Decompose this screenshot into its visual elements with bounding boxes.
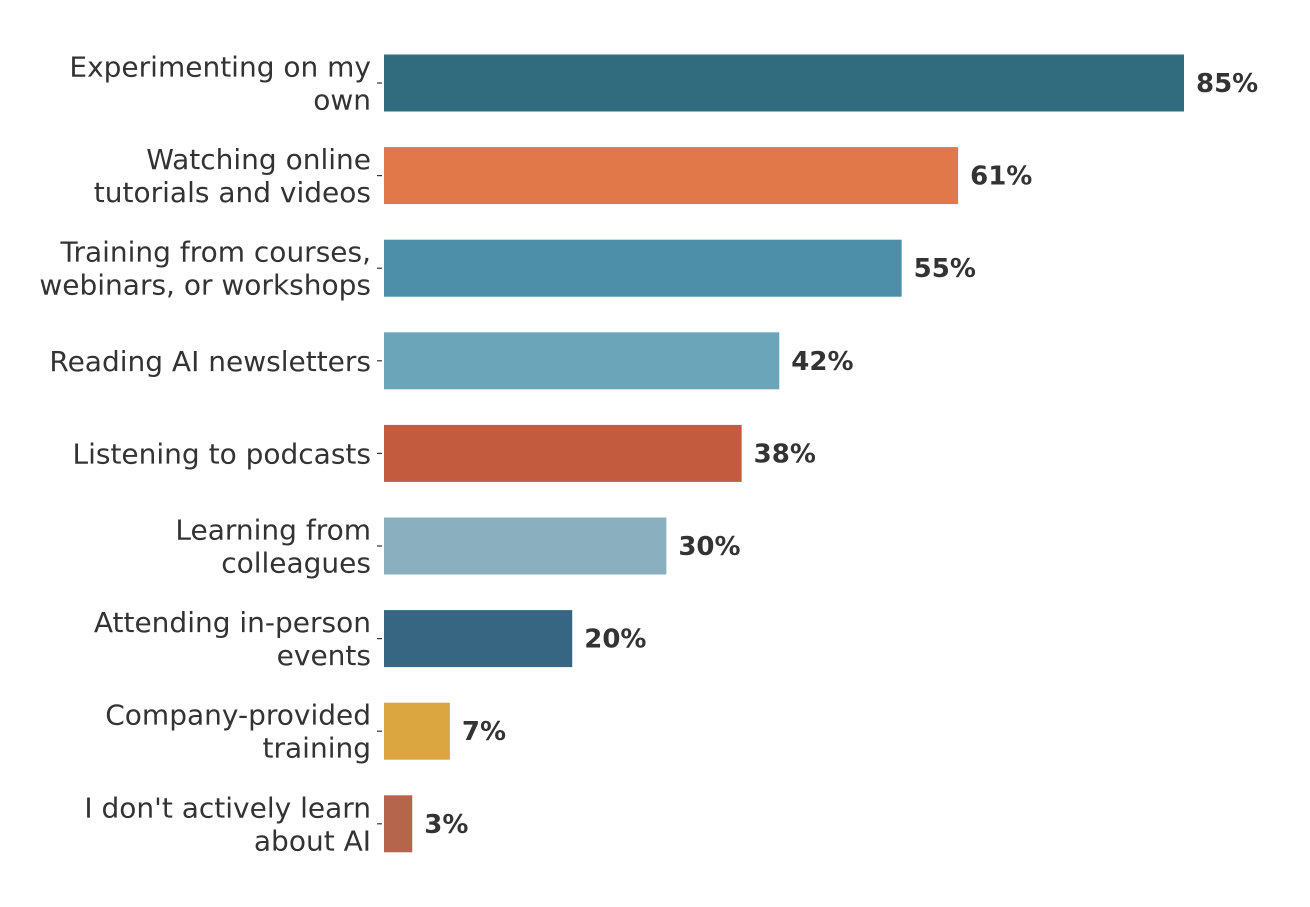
- data-label: 38%: [754, 439, 816, 469]
- y-tick-label-line: Listening to podcasts: [72, 437, 371, 470]
- data-label: 85%: [1196, 69, 1258, 99]
- y-tick-label: Training from courses, webinars, or works…: [39, 236, 371, 302]
- y-tick-label-line: Watching online: [146, 143, 371, 176]
- y-tick-label: Reading AI newsletters: [49, 345, 371, 378]
- bar: [384, 239, 902, 297]
- bar: [384, 424, 742, 482]
- bar: [384, 147, 959, 205]
- y-tick-label-line: Learning from: [175, 514, 371, 547]
- y-tick-label: Learning from colleagues: [175, 514, 371, 580]
- y-tick-label-line: Company-provided: [105, 699, 371, 732]
- bar: [384, 702, 450, 760]
- y-tick-label-line: about AI: [254, 824, 371, 857]
- data-label: 61%: [970, 162, 1032, 192]
- y-tick-label: Experimenting on my own: [69, 51, 371, 117]
- data-label: 42%: [791, 347, 853, 377]
- bar: [384, 610, 573, 668]
- y-tick-label: Watching online tutorials and videos: [94, 143, 371, 209]
- bar: [384, 795, 413, 853]
- y-tick-label-line: Reading AI newsletters: [49, 345, 371, 378]
- y-tick-label-line: training: [263, 732, 371, 765]
- y-tick-label: Company-provided training: [105, 699, 371, 765]
- bar: [384, 517, 667, 575]
- y-tick-label: I don't actively learn about AI: [84, 791, 371, 857]
- y-tick-label-line: tutorials and videos: [94, 176, 371, 209]
- data-label: 20%: [584, 625, 646, 655]
- y-tick-label-line: colleagues: [221, 547, 371, 580]
- y-tick-label-line: webinars, or workshops: [39, 269, 371, 302]
- data-label: 7%: [462, 717, 506, 747]
- y-tick-label-line: Experimenting on my: [69, 51, 371, 84]
- bars-layer: [384, 54, 1184, 853]
- y-tick-label-line: Training from courses,: [59, 236, 371, 269]
- data-label: 3%: [424, 810, 468, 840]
- y-tick-label-line: own: [313, 84, 371, 117]
- y-tick-label-line: I don't actively learn: [84, 791, 371, 824]
- y-tick-label-line: Attending in-person: [94, 606, 371, 639]
- data-label: 55%: [914, 254, 976, 284]
- value-labels-layer: 85% 61% 55% 42% 38% 30% 20% 7% 3%: [424, 69, 1258, 840]
- y-tick-label: Attending in-person events: [94, 606, 371, 672]
- y-tick-label: Listening to podcasts: [72, 437, 371, 470]
- data-label: 30%: [678, 532, 740, 562]
- category-labels-layer: Experimenting on my own Watching online tut…: [39, 51, 382, 857]
- bar: [384, 54, 1184, 112]
- bar: [384, 332, 780, 390]
- y-tick-label-line: events: [277, 639, 371, 672]
